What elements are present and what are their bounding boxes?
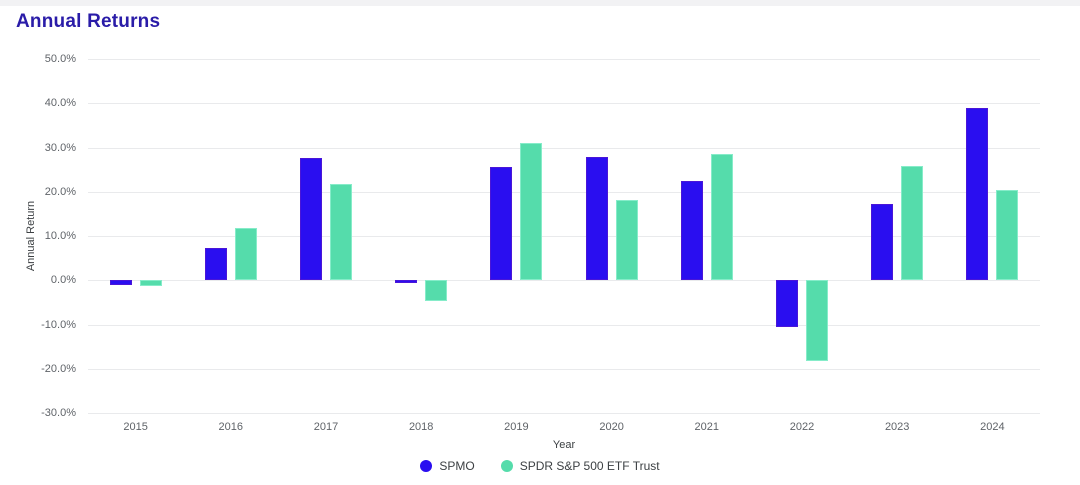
bar-spdr-2020[interactable] (615, 199, 638, 281)
y-tick-label: 0.0% (50, 274, 76, 287)
bar-spdr-2018[interactable] (425, 280, 448, 302)
y-tick-label: -30.0% (41, 407, 76, 419)
x-tick-label: 2019 (504, 421, 529, 433)
y-tick-label: 50.0% (44, 53, 76, 65)
bar-spmo-2019[interactable] (490, 166, 513, 281)
bar-spdr-2016[interactable] (234, 227, 257, 281)
gridline (88, 324, 1040, 326)
legend-item-spmo[interactable]: SPMO (420, 459, 475, 473)
bar-spmo-2016[interactable] (204, 247, 227, 281)
top-edge (0, 0, 1080, 6)
x-axis-title: Year (552, 439, 576, 451)
bar-spmo-2017[interactable] (300, 158, 322, 281)
bar-spmo-2020[interactable] (585, 156, 608, 281)
y-tick-label: 40.0% (44, 97, 76, 110)
bar-spmo-2015[interactable] (109, 280, 132, 285)
bar-spmo-2018[interactable] (395, 280, 418, 284)
legend: SPMO SPDR S&P 500 ETF Trust (0, 459, 1080, 473)
legend-label: SPDR S&P 500 ETF Trust (519, 459, 660, 473)
legend-marker-icon (500, 460, 513, 472)
bar-spmo-2024[interactable] (966, 107, 989, 281)
bar-spdr-2015[interactable] (139, 280, 162, 286)
gridline (88, 280, 1040, 282)
x-tick-label: 2015 (123, 421, 148, 433)
x-tick-label: 2021 (694, 421, 720, 433)
gridline (88, 191, 1040, 193)
gridline (88, 236, 1040, 237)
y-tick-label: 30.0% (44, 141, 76, 154)
bar-spmo-2023[interactable] (871, 204, 894, 281)
gridline (88, 59, 1040, 60)
x-tick-label: 2024 (980, 421, 1005, 433)
y-tick-label: -20.0% (41, 362, 76, 375)
bar-spdr-2021[interactable] (710, 154, 733, 281)
plot-area (88, 59, 1040, 414)
y-tick-label: 10.0% (44, 230, 76, 242)
y-tick-label: -10.0% (41, 318, 76, 331)
x-tick-label: 2022 (789, 421, 815, 433)
legend-label: SPMO (439, 459, 475, 473)
x-tick-label: 2016 (218, 421, 244, 433)
x-tick-label: 2020 (599, 421, 624, 433)
bar-spdr-2017[interactable] (330, 184, 352, 281)
x-tick-label: 2023 (884, 421, 910, 433)
bar-spdr-2023[interactable] (901, 165, 924, 281)
gridline (88, 413, 1040, 414)
bar-spdr-2022[interactable] (806, 280, 828, 361)
gridline (88, 368, 1040, 370)
bar-spmo-2022[interactable] (776, 280, 798, 327)
bar-spdr-2024[interactable] (996, 189, 1019, 281)
bar-spmo-2021[interactable] (680, 181, 703, 281)
legend-marker-icon (420, 460, 433, 472)
bar-spdr-2019[interactable] (520, 142, 543, 281)
chart-title: Annual Returns (16, 11, 161, 32)
y-tick-label: 20.0% (44, 185, 76, 198)
x-tick-label: 2017 (313, 421, 339, 433)
legend-item-spdr[interactable]: SPDR S&P 500 ETF Trust (500, 459, 660, 473)
x-tick-label: 2018 (408, 421, 434, 433)
gridline (88, 147, 1040, 149)
gridline (88, 103, 1040, 105)
